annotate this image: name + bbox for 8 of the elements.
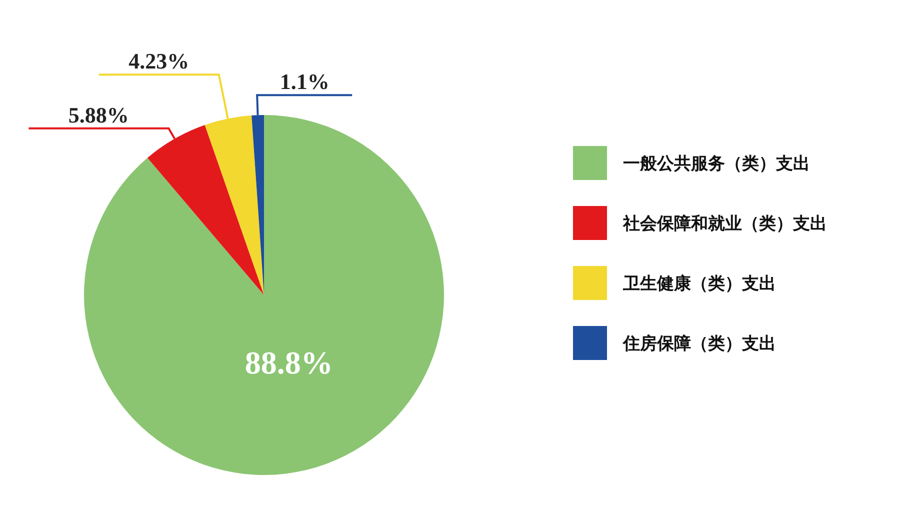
legend-label: 一般公共服务（类）支出 xyxy=(623,152,810,174)
data-label: 1.1% xyxy=(280,69,330,94)
data-label: 4.23% xyxy=(128,48,190,74)
legend-label: 住房保障（类）支出 xyxy=(623,332,776,354)
legend-label: 卫生健康（类）支出 xyxy=(623,272,776,294)
data-label: 88.8% xyxy=(244,344,333,381)
legend-label: 社会保障和就业（类）支出 xyxy=(623,212,827,234)
data-label: 5.88% xyxy=(68,102,129,128)
